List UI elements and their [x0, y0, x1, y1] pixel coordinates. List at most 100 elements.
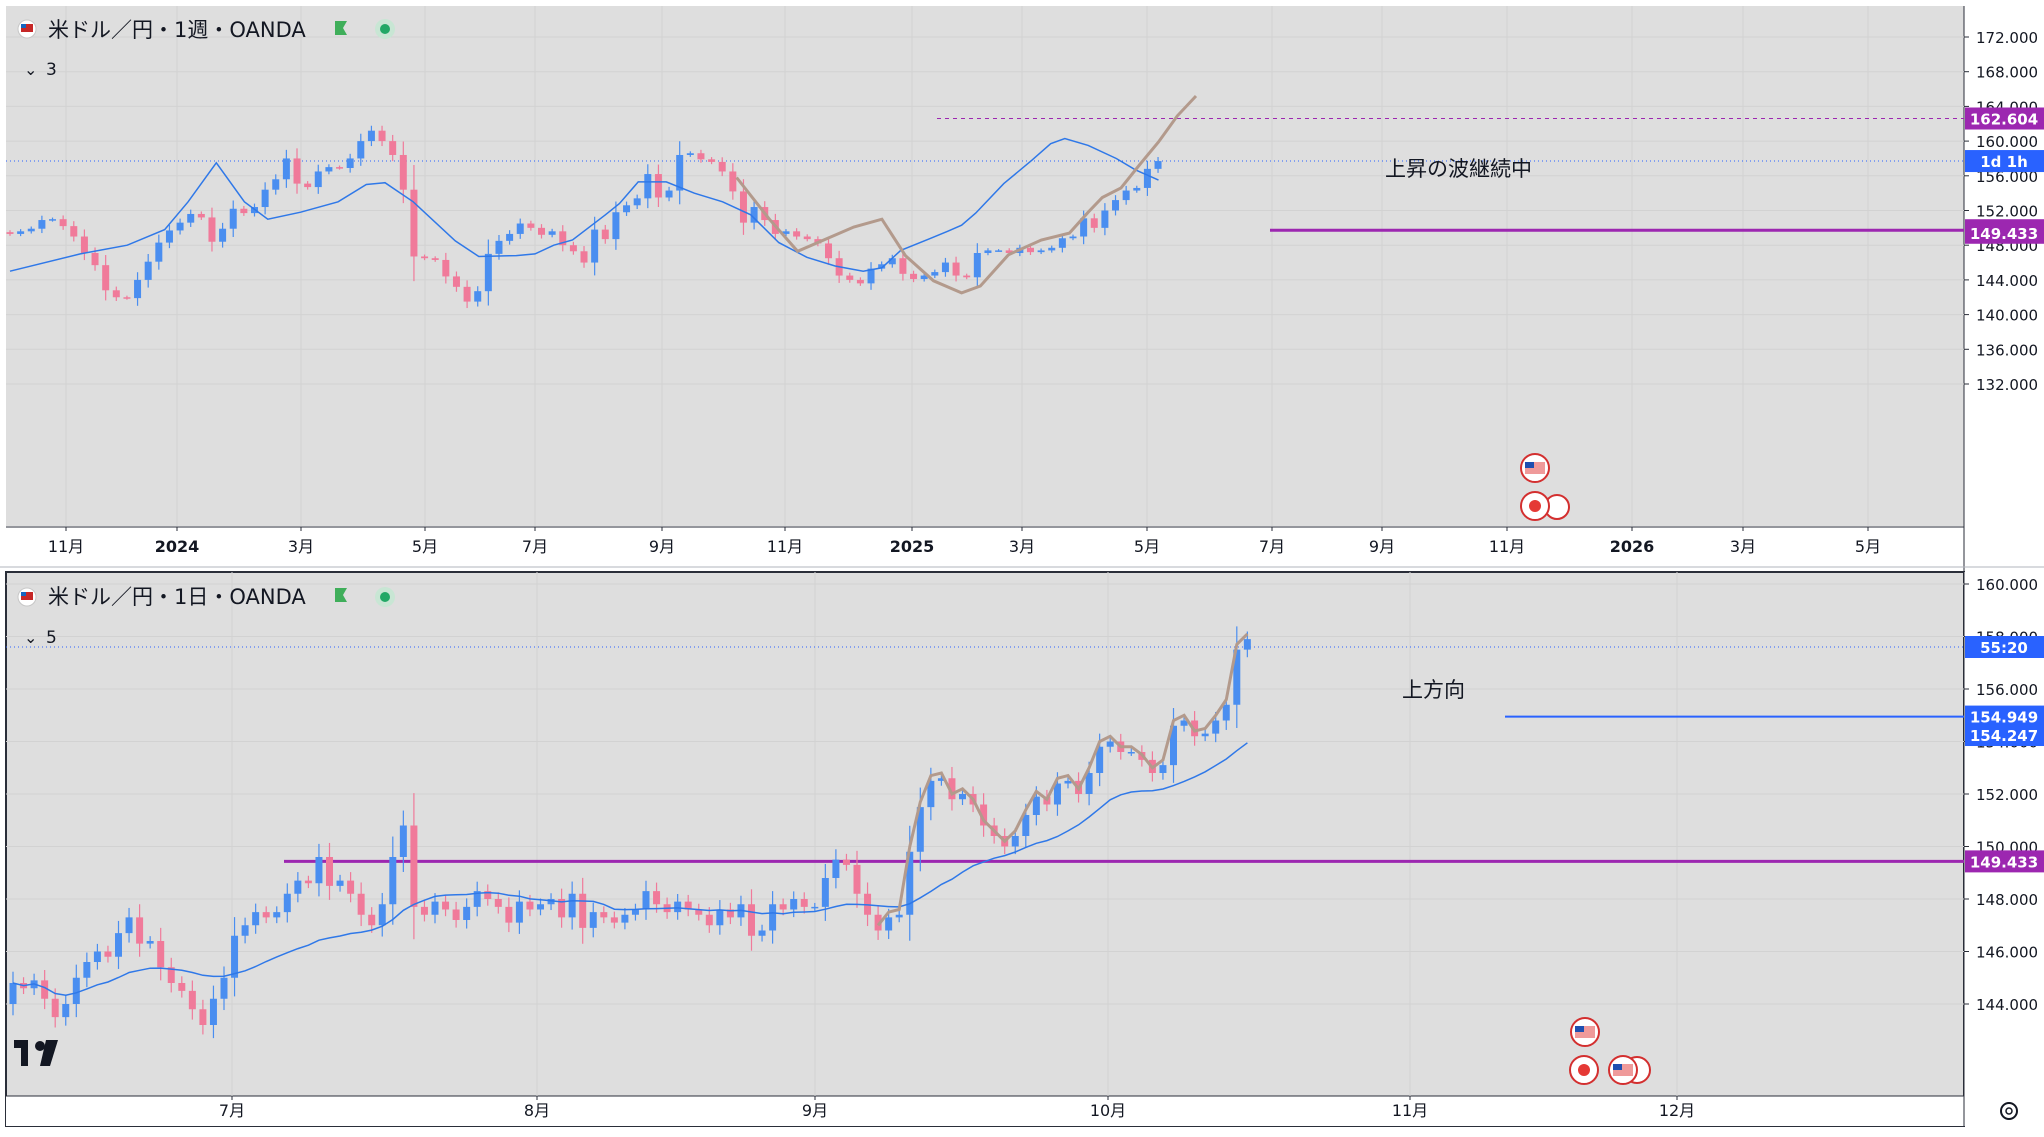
- daily-candle[interactable]: [463, 898, 471, 929]
- daily-candle[interactable]: [842, 853, 850, 871]
- weekly-candle[interactable]: [1026, 244, 1034, 255]
- daily-candle[interactable]: [948, 766, 956, 811]
- daily-candle[interactable]: [283, 883, 291, 923]
- daily-candle[interactable]: [294, 872, 302, 903]
- weekly-candle[interactable]: [665, 186, 673, 202]
- daily-candle[interactable]: [178, 976, 186, 998]
- daily-candle[interactable]: [104, 945, 112, 963]
- weekly-candle[interactable]: [846, 272, 854, 283]
- weekly-candle[interactable]: [38, 215, 46, 234]
- daily-candle[interactable]: [62, 995, 70, 1026]
- daily-candle[interactable]: [621, 908, 629, 930]
- daily-candle[interactable]: [231, 917, 239, 997]
- weekly-candle[interactable]: [856, 277, 864, 286]
- daily-candle[interactable]: [199, 999, 207, 1035]
- weekly-candle[interactable]: [708, 157, 716, 165]
- weekly-candle[interactable]: [134, 272, 142, 306]
- daily-candle[interactable]: [72, 964, 80, 1018]
- daily-candle[interactable]: [558, 888, 566, 928]
- weekly-candle[interactable]: [442, 252, 450, 284]
- weekly-candle[interactable]: [208, 207, 216, 252]
- weekly-candle[interactable]: [17, 229, 25, 237]
- weekly-price-label[interactable]: 1d 1h: [1965, 150, 2044, 173]
- daily-candle[interactable]: [431, 893, 439, 924]
- tradingview-logo[interactable]: [14, 1040, 58, 1066]
- weekly-candle[interactable]: [825, 237, 833, 265]
- daily-market-status-icon[interactable]: [380, 592, 390, 602]
- daily-candle[interactable]: [959, 788, 966, 806]
- weekly-candle[interactable]: [941, 257, 949, 277]
- daily-event-markers[interactable]: [1569, 1017, 1651, 1085]
- weekly-plot-area[interactable]: [6, 6, 1964, 526]
- weekly-candle[interactable]: [516, 218, 524, 239]
- weekly-candle[interactable]: [1122, 185, 1130, 205]
- weekly-candle[interactable]: [718, 157, 726, 177]
- weekly-candle[interactable]: [367, 125, 375, 147]
- daily-candle[interactable]: [779, 898, 787, 916]
- weekly-candle[interactable]: [697, 149, 705, 163]
- weekly-candle[interactable]: [1048, 245, 1056, 253]
- weekly-price-axis[interactable]: [1964, 6, 2044, 526]
- daily-wave-drawing[interactable]: [876, 632, 1249, 927]
- daily-candle[interactable]: [315, 843, 323, 897]
- daily-candles[interactable]: [9, 626, 1251, 1039]
- weekly-candle[interactable]: [1133, 185, 1141, 193]
- weekly-candle[interactable]: [1037, 248, 1045, 255]
- weekly-candle[interactable]: [612, 201, 620, 250]
- daily-candle[interactable]: [579, 877, 587, 944]
- daily-candle[interactable]: [980, 793, 988, 837]
- daily-price-label[interactable]: 154.247: [1965, 724, 2044, 747]
- daily-candle[interactable]: [420, 900, 428, 922]
- weekly-candle[interactable]: [984, 248, 992, 256]
- weekly-candle[interactable]: [654, 164, 662, 207]
- weekly-candle[interactable]: [729, 163, 737, 200]
- weekly-candle[interactable]: [357, 133, 365, 166]
- weekly-price-label[interactable]: 149.433: [1965, 221, 2044, 244]
- daily-candle[interactable]: [83, 952, 91, 988]
- weekly-candle[interactable]: [6, 230, 14, 236]
- weekly-candle[interactable]: [676, 141, 684, 205]
- weekly-candle[interactable]: [793, 228, 801, 240]
- daily-plot-area[interactable]: [6, 572, 1964, 1126]
- daily-candle[interactable]: [821, 863, 829, 921]
- daily-legend[interactable]: 米ドル／円・1日・OANDA ⌄ 5: [17, 585, 395, 648]
- weekly-candle[interactable]: [70, 221, 78, 242]
- daily-candle[interactable]: [326, 842, 333, 900]
- weekly-candle[interactable]: [176, 218, 184, 235]
- daily-candle[interactable]: [642, 880, 650, 920]
- weekly-legend[interactable]: 米ドル／円・1週・OANDA ⌄ 3: [17, 18, 395, 80]
- weekly-candle[interactable]: [229, 200, 237, 238]
- weekly-candle[interactable]: [888, 254, 896, 268]
- weekly-candle[interactable]: [144, 254, 152, 288]
- weekly-candle[interactable]: [314, 164, 322, 194]
- daily-price-label[interactable]: 55:20: [1965, 636, 2044, 658]
- weekly-candle[interactable]: [272, 174, 280, 195]
- weekly-candle[interactable]: [410, 164, 418, 282]
- weekly-candle[interactable]: [910, 270, 918, 283]
- weekly-candle[interactable]: [782, 229, 790, 237]
- weekly-price-label[interactable]: 162.604: [1965, 107, 2044, 130]
- daily-candle[interactable]: [9, 971, 17, 1016]
- weekly-candle[interactable]: [463, 280, 471, 309]
- weekly-candle[interactable]: [1069, 234, 1077, 241]
- daily-candle[interactable]: [1127, 748, 1135, 756]
- weekly-candle[interactable]: [240, 205, 248, 216]
- daily-candle[interactable]: [494, 892, 502, 914]
- weekly-candle[interactable]: [569, 241, 577, 255]
- daily-candle[interactable]: [547, 893, 555, 911]
- weekly-candle[interactable]: [931, 269, 939, 279]
- weekly-candle[interactable]: [559, 225, 567, 252]
- weekly-candle[interactable]: [431, 256, 439, 262]
- weekly-moving-average[interactable]: [9, 137, 1159, 272]
- daily-candle[interactable]: [442, 894, 450, 917]
- daily-candle[interactable]: [853, 850, 861, 908]
- daily-candle[interactable]: [336, 874, 344, 892]
- daily-candle[interactable]: [874, 905, 882, 940]
- daily-candle[interactable]: [695, 903, 703, 921]
- daily-candle[interactable]: [800, 892, 808, 914]
- weekly-candle[interactable]: [378, 125, 386, 147]
- daily-candle[interactable]: [252, 903, 260, 934]
- daily-candle[interactable]: [157, 927, 165, 981]
- daily-candle[interactable]: [167, 957, 175, 993]
- daily-candle[interactable]: [220, 966, 228, 1011]
